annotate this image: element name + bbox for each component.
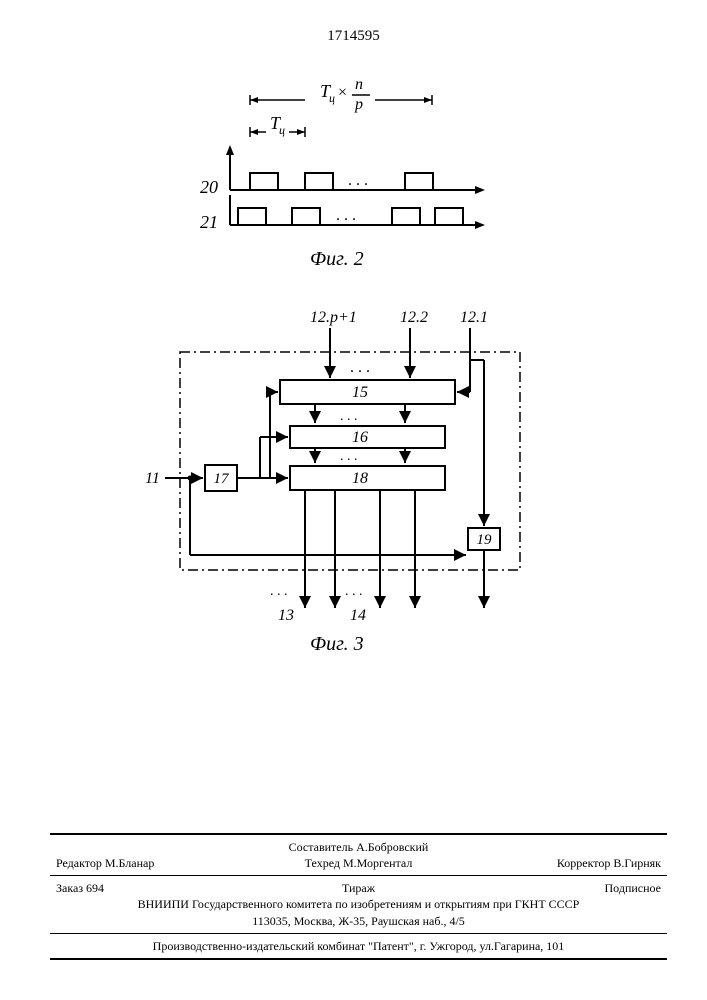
fig2-row20: 20 (200, 177, 218, 197)
fig3-in2: 12.2 (400, 309, 428, 326)
fig2-row21: 21 (200, 212, 218, 232)
fig2-frac-p: p (354, 96, 363, 113)
fig2-dots1: . . . (348, 172, 368, 189)
fig2-caption: Фиг. 2 (310, 248, 364, 270)
fig3-caption: Фиг. 3 (310, 633, 364, 655)
svg-text:. . .: . . . (350, 359, 370, 376)
fig3-in11: 11 (145, 470, 160, 487)
fig2-frac-n: n (355, 76, 363, 93)
footer-podpisnoe: Подписное (459, 880, 661, 896)
footer-org1: ВНИИПИ Государственного комитета по изоб… (56, 896, 661, 912)
footer-tirazh: Тираж (258, 880, 460, 896)
svg-text:. . .: . . . (340, 409, 358, 424)
fig2-top-label-sub: ц (329, 91, 335, 105)
svg-text:. . .: . . . (345, 584, 363, 599)
fig2-tc-sub: ц (279, 123, 285, 137)
fig2-dots2: . . . (336, 207, 356, 224)
figure-3: 12.p+1 12.2 12.1 . . . 15 . . . 16 . . .… (0, 300, 707, 685)
figure-2: Т ц × n p Т ц . . . 20 . . . (0, 45, 707, 300)
footer-org2: 113035, Москва, Ж-35, Раушская наб., 4/5 (56, 913, 661, 929)
fig3-box18: 18 (352, 470, 368, 487)
fig3-in3: 12.1 (460, 309, 488, 326)
svg-text:. . .: . . . (270, 584, 288, 599)
fig3-box17: 17 (214, 471, 231, 487)
fig2-times: × (338, 84, 347, 101)
footer-order: Заказ 694 (56, 880, 258, 896)
footer-compiler: Составитель А.Бобровский (56, 839, 661, 855)
footer-printer: Производственно-издательский комбинат "П… (50, 934, 667, 958)
fig3-box19: 19 (477, 532, 493, 548)
footer-block: Составитель А.Бобровский Редактор М.Блан… (50, 833, 667, 960)
fig3-in1: 12.p+1 (310, 309, 357, 326)
footer-editor: Редактор М.Бланар (56, 855, 258, 871)
svg-text:. . .: . . . (340, 449, 358, 464)
page-number: 1714595 (0, 0, 707, 45)
fig3-out14: 14 (350, 607, 366, 624)
fig3-out13: 13 (278, 607, 294, 624)
footer-corrector: Корректор В.Гирняк (459, 855, 661, 871)
fig3-box16: 16 (352, 429, 368, 446)
fig3-box15: 15 (352, 384, 368, 401)
footer-tech: Техред М.Моргентал (258, 855, 460, 871)
